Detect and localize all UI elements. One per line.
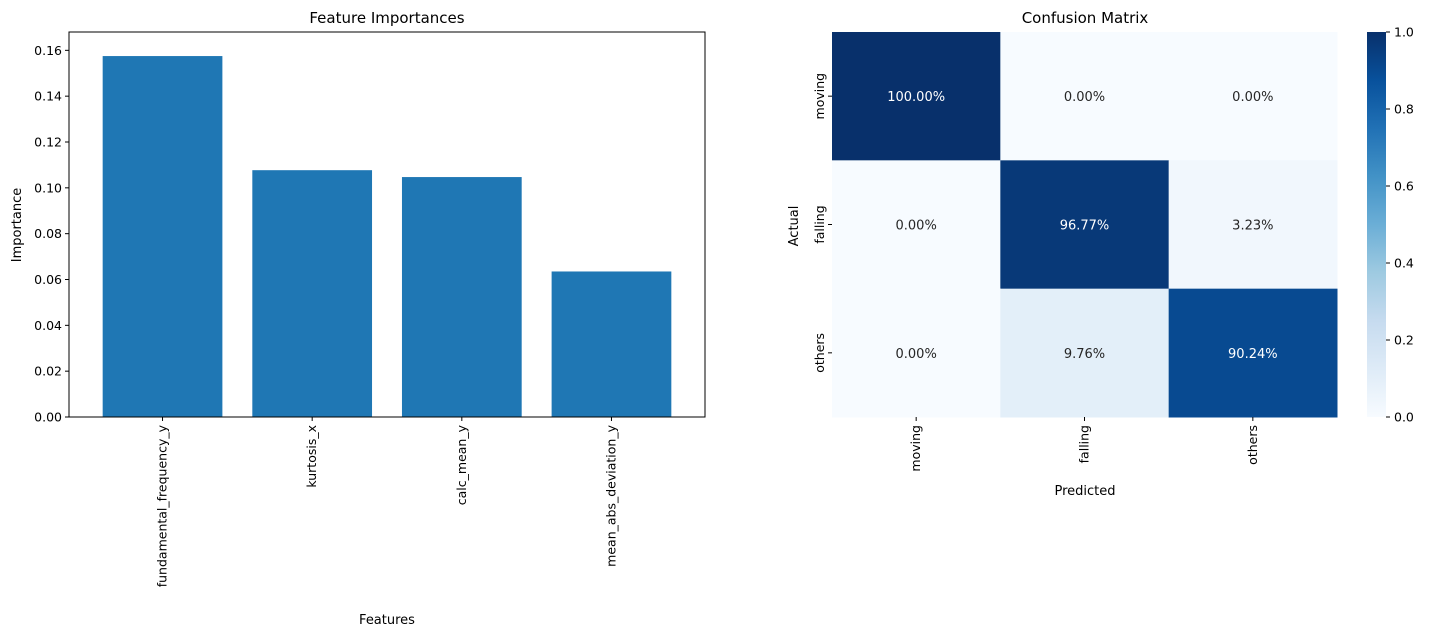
- x-tick-label: mean_abs_deviation_y: [603, 424, 618, 566]
- heatmap-y-axis-label: Actual: [787, 206, 802, 247]
- x-tick-label: kurtosis_x: [304, 425, 319, 488]
- bar-x-ticks: fundamental_frequency_y kurtosis_x calc_me…: [155, 417, 618, 587]
- heatmap-y-tick-label: others: [812, 333, 827, 373]
- colorbar: [1367, 32, 1386, 417]
- heatmap-cell: [832, 32, 1001, 161]
- bar: [252, 170, 373, 417]
- heatmap-cell: [1168, 160, 1338, 290]
- heatmap-x-axis-label: Predicted: [1054, 484, 1115, 499]
- bar-chart-title: Feature Importances: [309, 9, 464, 27]
- colorbar-tick-label: 0.0: [1394, 410, 1414, 425]
- heatmap-cell-label: 90.24%: [1228, 347, 1278, 362]
- bar-axes-frame: [68, 31, 706, 418]
- heatmap-cell-label: 0.00%: [1064, 90, 1105, 105]
- y-tick-label: 0.00: [34, 410, 62, 425]
- heatmap-cell: [1000, 160, 1170, 290]
- heatmap-y-tick-label: moving: [812, 73, 827, 120]
- heatmap-x-tick-label: others: [1245, 425, 1260, 465]
- colorbar-tick-label: 0.2: [1394, 333, 1414, 348]
- x-tick-label: calc_mean_y: [454, 424, 469, 505]
- heatmap-x-tick-label: falling: [1077, 425, 1092, 463]
- colorbar-tick-label: 1.0: [1394, 25, 1414, 40]
- heatmap-cell-label: 0.00%: [896, 219, 937, 234]
- heatmap-y-tick-label: falling: [812, 205, 827, 243]
- confusion-matrix-chart: Confusion Matrix 100.00% 0.00% 0.00% 0.00% 9…: [787, 9, 1414, 499]
- heatmap-cell: [832, 288, 1001, 418]
- colorbar-ticks: 0.0 0.2 0.4 0.6 0.8 1.0: [1386, 25, 1414, 425]
- bar-y-ticks: 0.00 0.02 0.04 0.06 0.08 0.10 0.12 0.14 0.16: [34, 43, 69, 425]
- y-tick-label: 0.08: [34, 226, 62, 241]
- heatmap-cells: 100.00% 0.00% 0.00% 0.00% 96.77% 3.23% 0.00% 9.…: [832, 32, 1338, 418]
- heatmap-cell-label: 100.00%: [887, 90, 945, 105]
- heatmap-ticks: moving falling others moving falling others: [812, 73, 1260, 472]
- heatmap-cell-label: 9.76%: [1064, 347, 1105, 362]
- y-tick-label: 0.02: [34, 364, 62, 379]
- bar: [401, 177, 522, 417]
- heatmap-cell: [1168, 288, 1338, 418]
- heatmap-cell-label: 3.23%: [1232, 219, 1273, 234]
- y-tick-label: 0.06: [34, 272, 62, 287]
- heatmap-cell: [1000, 32, 1170, 161]
- bar-group: [102, 56, 672, 417]
- y-tick-label: 0.10: [34, 180, 62, 195]
- heatmap-cell: [1168, 32, 1338, 161]
- heatmap-cell-label: 0.00%: [896, 347, 937, 362]
- heatmap-x-tick-label: moving: [908, 425, 923, 472]
- heatmap-cell: [832, 160, 1001, 290]
- heatmap-title: Confusion Matrix: [1022, 9, 1149, 27]
- heatmap-cell-label: 0.00%: [1232, 90, 1273, 105]
- y-tick-label: 0.04: [34, 318, 62, 333]
- heatmap-cell-label: 96.77%: [1060, 219, 1110, 234]
- feature-importance-chart: Feature Importances 0.00 0.02 0.04 0.06 0.08…: [10, 9, 706, 628]
- y-tick-label: 0.16: [34, 43, 62, 58]
- heatmap-cell: [1000, 288, 1170, 418]
- bar: [102, 56, 223, 417]
- colorbar-tick-label: 0.6: [1394, 179, 1414, 194]
- colorbar-tick-label: 0.4: [1394, 256, 1414, 271]
- y-tick-label: 0.12: [34, 135, 62, 150]
- colorbar-tick-label: 0.8: [1394, 102, 1414, 117]
- y-tick-label: 0.14: [34, 89, 62, 104]
- bar-y-axis-label: Importance: [10, 188, 25, 263]
- bar: [551, 271, 672, 417]
- x-tick-label: fundamental_frequency_y: [155, 424, 170, 587]
- bar-x-axis-label: Features: [359, 613, 415, 628]
